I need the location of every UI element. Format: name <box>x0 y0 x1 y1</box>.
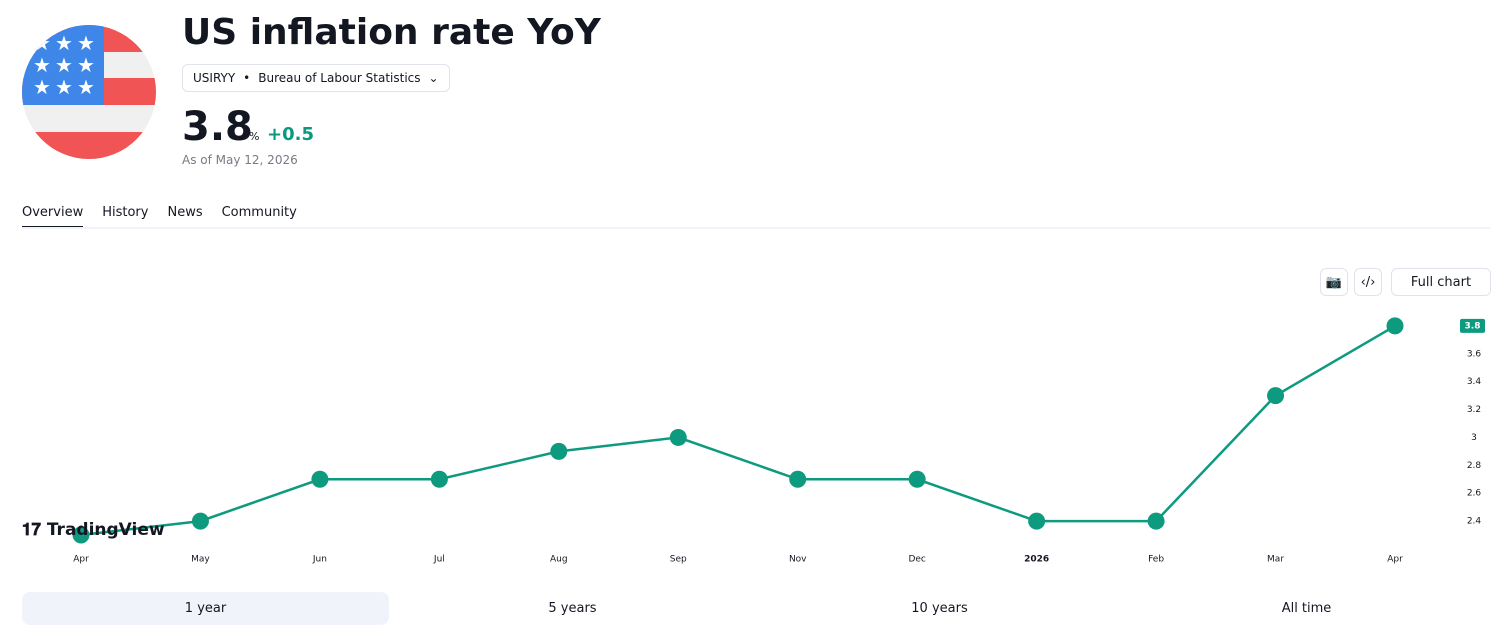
y-tick-label: 3.2 <box>1467 405 1481 415</box>
embed-button[interactable]: ‹/› <box>1354 268 1382 296</box>
range-button[interactable]: 1 year <box>22 592 389 625</box>
y-tick-label: 2.6 <box>1467 489 1482 499</box>
divider <box>22 227 1490 229</box>
tabs: Overview History News Community <box>22 205 297 228</box>
chart: 2.4 2.6 2.8 3 3.2 3.4 3.6 Apr May Jun Jul Aug Sep Nov… <box>72 317 1485 565</box>
point <box>1386 317 1404 335</box>
svg-text:★: ★ <box>55 31 73 55</box>
symbol-pill[interactable]: USIRYY • Bureau of Labour Statistics ⌄ <box>182 64 450 92</box>
y-tick-label: 2.8 <box>1467 461 1482 471</box>
range-button[interactable]: All time <box>1281 601 1332 616</box>
last-value-tag <box>1460 318 1485 333</box>
point <box>311 470 329 488</box>
y-tick-label: 3 <box>1471 433 1477 443</box>
point <box>1267 387 1285 405</box>
point <box>1028 512 1046 530</box>
point <box>191 512 209 530</box>
point <box>1147 512 1165 530</box>
tab[interactable]: Community <box>221 205 297 220</box>
symbol: USIRYY <box>193 71 236 85</box>
range-button[interactable]: 5 years <box>548 601 597 616</box>
range-button[interactable]: 10 years <box>911 601 968 616</box>
source: Bureau of Labour Statistics <box>258 71 421 85</box>
flag-icon: ★ ★ ★ ★ ★ ★ ★ ★ ★ <box>22 25 156 159</box>
x-tick-label: Apr <box>73 555 89 565</box>
range-selector: 1 year 5 years 10 years All time <box>22 592 1490 625</box>
logo: 𝟏𝟕 TradingView <box>22 520 165 540</box>
unit: % <box>249 130 260 143</box>
x-tick-label: Apr <box>1387 555 1403 565</box>
point <box>72 526 90 544</box>
tab[interactable]: Overview <box>22 205 84 228</box>
title: US inflation rate YoY <box>182 12 601 53</box>
y-tick-label: 2.4 <box>1467 517 1482 527</box>
tab[interactable]: History <box>102 205 149 220</box>
as-of: As of May 12, 2026 <box>182 153 298 167</box>
svg-text:★: ★ <box>55 75 73 99</box>
x-tick-label: Dec <box>908 555 925 565</box>
x-tick-label: Feb <box>1148 555 1164 565</box>
x-tick-label: Jul <box>433 555 445 565</box>
dot: • <box>243 71 251 85</box>
y-tick-label: 3.6 <box>1467 349 1482 359</box>
point <box>789 470 807 488</box>
logo-mark: 𝟏𝟕 <box>22 520 47 540</box>
point <box>908 470 926 488</box>
svg-text:★: ★ <box>33 75 51 99</box>
x-tick-label: 2026 <box>1024 555 1049 565</box>
point <box>669 428 687 446</box>
x-tick-label: Nov <box>789 555 807 565</box>
last-value-label: 3.8 <box>1465 321 1481 331</box>
chevron: ⌄ <box>428 71 439 85</box>
logo-text: TradingView <box>46 520 165 540</box>
svg-text:★: ★ <box>55 53 73 77</box>
x-tick-label: Mar <box>1267 555 1284 565</box>
point <box>430 470 448 488</box>
x-tick-label: Aug <box>550 555 568 565</box>
svg-text:★: ★ <box>33 31 51 55</box>
full-chart-label: Full chart <box>1410 274 1472 290</box>
svg-text:★: ★ <box>77 53 95 77</box>
line <box>80 324 1396 537</box>
snapshot-button[interactable]: 📷 <box>1320 268 1348 296</box>
change: +0.5 <box>267 124 314 145</box>
point <box>550 442 568 460</box>
x-tick-label: May <box>191 555 210 565</box>
y-tick-label: 3.4 <box>1467 377 1482 387</box>
tab[interactable]: News <box>167 205 203 220</box>
svg-text:★: ★ <box>77 31 95 55</box>
full-chart-button[interactable]: Full chart <box>1391 268 1491 296</box>
svg-text:★: ★ <box>33 53 51 77</box>
svg-text:★: ★ <box>77 75 95 99</box>
x-tick-label: Sep <box>670 555 687 565</box>
x-tick-label: Jun <box>312 555 327 565</box>
current-value: 3.8 <box>182 104 253 150</box>
